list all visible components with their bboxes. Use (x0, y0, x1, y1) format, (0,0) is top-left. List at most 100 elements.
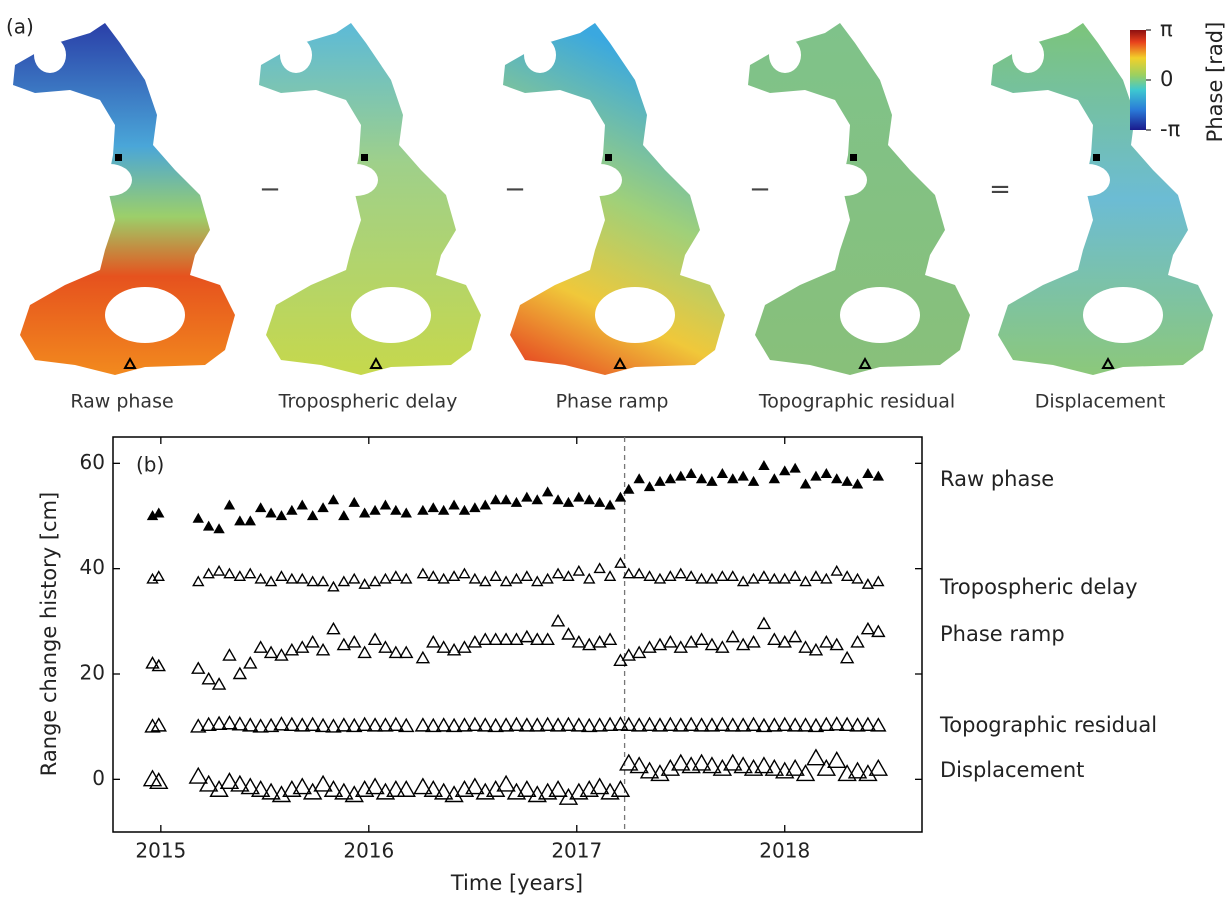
data-point (620, 755, 637, 770)
data-point (707, 477, 716, 485)
map-label: Tropospheric delay (278, 391, 458, 413)
data-point (469, 636, 481, 647)
reference-square (1093, 154, 1100, 161)
data-point (512, 498, 521, 506)
data-point (655, 574, 665, 583)
data-point (256, 504, 265, 512)
data-point (843, 477, 852, 485)
data-point (853, 480, 862, 488)
data-point (748, 636, 760, 647)
data-point (391, 506, 400, 514)
series-label: Phase ramp (940, 622, 1065, 646)
data-point (439, 506, 448, 514)
panel-label: (b) (136, 453, 164, 477)
data-point (414, 779, 431, 794)
data-point (634, 569, 644, 578)
data-point (664, 636, 676, 647)
data-point (707, 574, 717, 583)
data-point (574, 493, 583, 501)
data-point (728, 475, 737, 483)
data-point (841, 652, 853, 663)
data-point (564, 498, 573, 506)
caldera (105, 287, 185, 343)
data-point (459, 569, 469, 578)
data-point (369, 634, 381, 645)
data-point (223, 650, 235, 661)
data-point (190, 768, 207, 783)
data-point (606, 501, 615, 509)
data-point (852, 636, 864, 647)
caldera (840, 287, 920, 343)
data-point (862, 623, 874, 634)
x-tick-label: 2018 (759, 839, 810, 863)
data-point (595, 564, 605, 573)
data-point (543, 488, 552, 496)
y-tick-label: 40 (80, 555, 105, 579)
data-point (644, 642, 656, 653)
data-point (770, 475, 779, 483)
data-point (256, 574, 266, 583)
data-point (308, 512, 317, 520)
data-point (277, 512, 286, 520)
x-axis-label: Time [years] (450, 871, 583, 895)
data-point (800, 642, 812, 653)
data-point (460, 506, 469, 514)
data-point (727, 631, 739, 642)
data-point (759, 461, 768, 469)
data-point (553, 569, 563, 578)
data-point (225, 501, 234, 509)
caldera (524, 37, 556, 73)
data-point (234, 668, 246, 679)
data-point (522, 572, 532, 581)
data-point (318, 577, 328, 586)
data-point (583, 639, 595, 650)
data-point (502, 496, 511, 504)
data-point (822, 469, 831, 477)
data-point (381, 501, 390, 509)
map (259, 23, 481, 375)
data-point (550, 781, 567, 796)
data-point (501, 577, 511, 586)
data-point (791, 464, 800, 472)
data-point (624, 485, 633, 493)
operator: − (259, 175, 281, 205)
reference-square (850, 154, 857, 161)
data-point (562, 629, 574, 640)
caldera (280, 37, 312, 73)
data-point (676, 472, 685, 480)
data-point (276, 572, 286, 581)
data-point (585, 496, 594, 504)
colorbar-tick-label: π (1160, 17, 1173, 41)
data-point (371, 506, 380, 514)
data-point (470, 574, 480, 583)
colorbar-tick-label: 0 (1160, 67, 1173, 91)
data-point (758, 618, 770, 629)
caldera (1066, 164, 1110, 196)
data-point (769, 574, 779, 583)
data-point (811, 572, 821, 581)
data-point (872, 626, 884, 637)
data-point (480, 577, 490, 586)
y-tick-label: 0 (92, 766, 105, 790)
data-point (780, 467, 789, 475)
data-point (666, 475, 675, 483)
panel-label: (a) (6, 15, 34, 39)
data-point (400, 647, 412, 658)
data-point (246, 517, 255, 525)
series-label: Tropospheric delay (939, 575, 1138, 599)
x-tick-label: 2017 (551, 839, 602, 863)
data-point (676, 569, 686, 578)
data-point (152, 719, 166, 731)
data-point (685, 636, 697, 647)
operator: − (504, 175, 526, 205)
data-point (739, 472, 748, 480)
data-point (645, 483, 654, 491)
data-point (807, 750, 824, 765)
data-point (479, 634, 491, 645)
data-point (319, 504, 328, 512)
page: (a) Phase [rad] Time [years] Range chang… (0, 0, 1229, 898)
data-point (511, 574, 521, 583)
data-point (543, 574, 553, 583)
data-point (287, 574, 297, 583)
data-point (554, 496, 563, 504)
